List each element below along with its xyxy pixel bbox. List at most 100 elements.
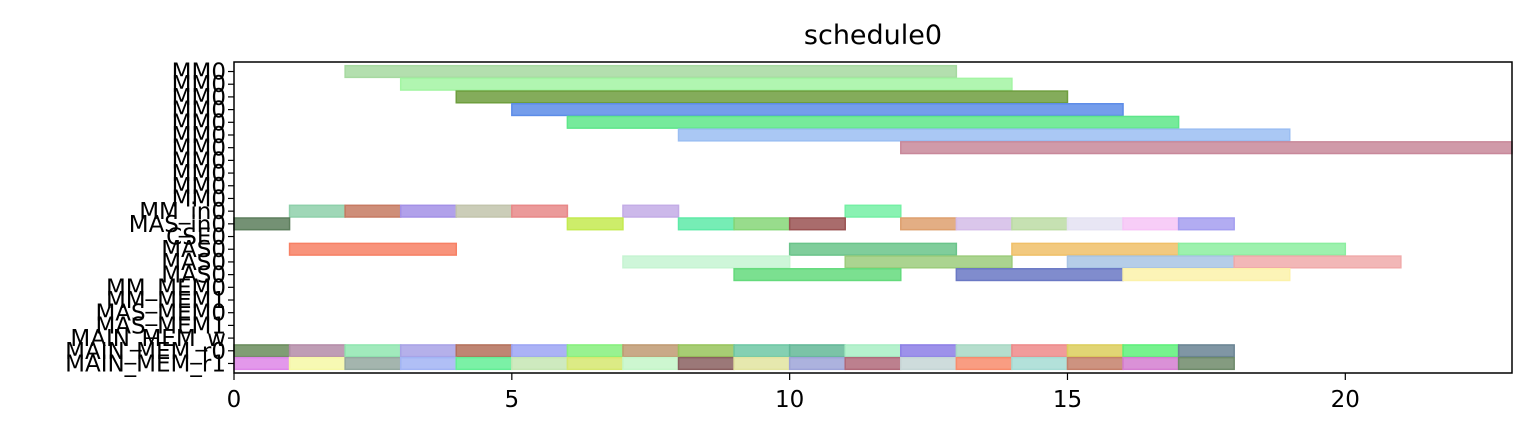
gantt-bar (844, 255, 1013, 269)
y-tick-label: MAS_in0 (129, 212, 226, 238)
y-tick-label: MM0 (172, 161, 226, 187)
gantt-bar (622, 255, 791, 269)
plot-frame (233, 61, 1513, 374)
gantt-bar (788, 356, 846, 371)
gantt-bar (955, 217, 1013, 231)
gantt-bar (399, 344, 458, 358)
gantt-bar (955, 268, 1124, 282)
gantt-bar (288, 242, 458, 256)
y-tick-label: MAIN_MEM_w (70, 326, 226, 352)
gantt-bar (1011, 242, 1180, 256)
y-tick-label: MM0 (172, 85, 226, 111)
y-tick-label: CSE0 (166, 225, 226, 251)
gantt-bar (455, 344, 513, 358)
gantt-bar (511, 356, 569, 371)
gantt-bar (288, 344, 346, 358)
gantt-bar (788, 242, 958, 256)
gantt-bar (622, 344, 680, 358)
gantt-bar (566, 356, 624, 371)
y-tick-label: MM0 (172, 186, 226, 212)
chart-title: schedule0 (804, 20, 942, 51)
gantt-bar (1066, 356, 1124, 371)
y-tick-label: MAS0 (161, 237, 226, 263)
y-tick-label: MM_MEM0 (106, 275, 226, 301)
x-tick-label: 0 (227, 387, 242, 413)
gantt-bar (566, 217, 624, 231)
gantt-bar (677, 217, 735, 231)
gantt-bar (233, 344, 291, 358)
gantt-bar (233, 356, 291, 371)
y-tick-label: MM0 (172, 148, 226, 174)
x-tick-label: 20 (1331, 387, 1360, 413)
y-tick-label: MAIN_MEM_r0 (65, 339, 226, 365)
gantt-bar (1011, 217, 1069, 231)
gantt-bar (622, 204, 680, 218)
gantt-bar (1011, 344, 1069, 358)
y-tick-label: MAS_MEM0 (95, 301, 226, 327)
gantt-bar (344, 64, 958, 79)
gantt-bar (955, 356, 1013, 371)
gantt-bar (1177, 242, 1347, 256)
y-tick-label: MM0 (172, 60, 226, 86)
gantt-bar (844, 204, 902, 218)
bars-layer (233, 64, 1513, 371)
y-tick-label: MM0 (172, 98, 226, 124)
gantt-bar (566, 344, 624, 358)
gantt-bar (511, 344, 569, 358)
gantt-bar (1233, 255, 1402, 269)
y-tick-label: MAS0 (161, 263, 226, 289)
y-tick-label: MM0 (172, 136, 226, 162)
gantt-bar (233, 217, 291, 231)
gantt-bar (1122, 268, 1291, 282)
y-tick-label: MM0 (172, 72, 226, 98)
gantt-bar (1177, 217, 1235, 231)
gantt-bar (511, 103, 1124, 117)
gantt-bar (733, 356, 791, 371)
gantt-bar (622, 356, 680, 371)
gantt-bar (455, 204, 513, 218)
gantt-bar (900, 217, 958, 231)
gantt-bar (344, 356, 402, 371)
gantt-bar (900, 141, 1513, 155)
x-tick-label: 10 (775, 387, 804, 413)
gantt-bar (288, 356, 346, 371)
x-tick-label: 5 (505, 387, 520, 413)
y-tick-label: MAS_MEM1 (95, 313, 226, 339)
y-tick-label: MM0 (172, 110, 226, 136)
gantt-bar (844, 344, 902, 358)
gantt-bar (733, 217, 791, 231)
y-tick-label: MAIN_MEM_r1 (65, 351, 226, 377)
gantt-bar (955, 344, 1013, 358)
gantt-bar (788, 344, 846, 358)
gantt-bar (677, 344, 735, 358)
y-tick-label: MM_MEM1 (106, 288, 226, 314)
y-tick-label: MM0 (172, 123, 226, 149)
gantt-bar (677, 356, 735, 371)
gantt-bar (900, 344, 958, 358)
gantt-bar (1177, 356, 1235, 371)
gantt-bar (1177, 344, 1235, 358)
gantt-bar (344, 204, 402, 218)
y-tick-label: MAS0 (161, 250, 226, 276)
y-tick-label: MM_in0 (139, 199, 226, 225)
gantt-bar (1066, 255, 1235, 269)
gantt-bar (1122, 344, 1180, 358)
gantt-bar (1066, 344, 1124, 358)
gantt-bar (1011, 356, 1069, 371)
gantt-bar (900, 356, 958, 371)
gantt-bar (733, 344, 791, 358)
x-axis-ticks: 0 5 10 15 20 (227, 373, 1360, 413)
gantt-bar (288, 204, 346, 218)
gantt-bar (511, 204, 569, 218)
gantt-bar (1122, 217, 1180, 231)
y-axis-ticks: MM0MM0MM0MM0MM0MM0MM0MM0MM0MM0MM0MM_in0M… (65, 60, 234, 377)
gantt-bar (733, 268, 902, 282)
gantt-bar (399, 204, 458, 218)
gantt-bar (1066, 217, 1124, 231)
gantt-bar (1122, 356, 1180, 371)
gantt-bar (566, 115, 1180, 129)
gantt-bar (399, 356, 458, 371)
gantt-bar (677, 128, 1291, 142)
gantt-bar (399, 77, 1013, 91)
